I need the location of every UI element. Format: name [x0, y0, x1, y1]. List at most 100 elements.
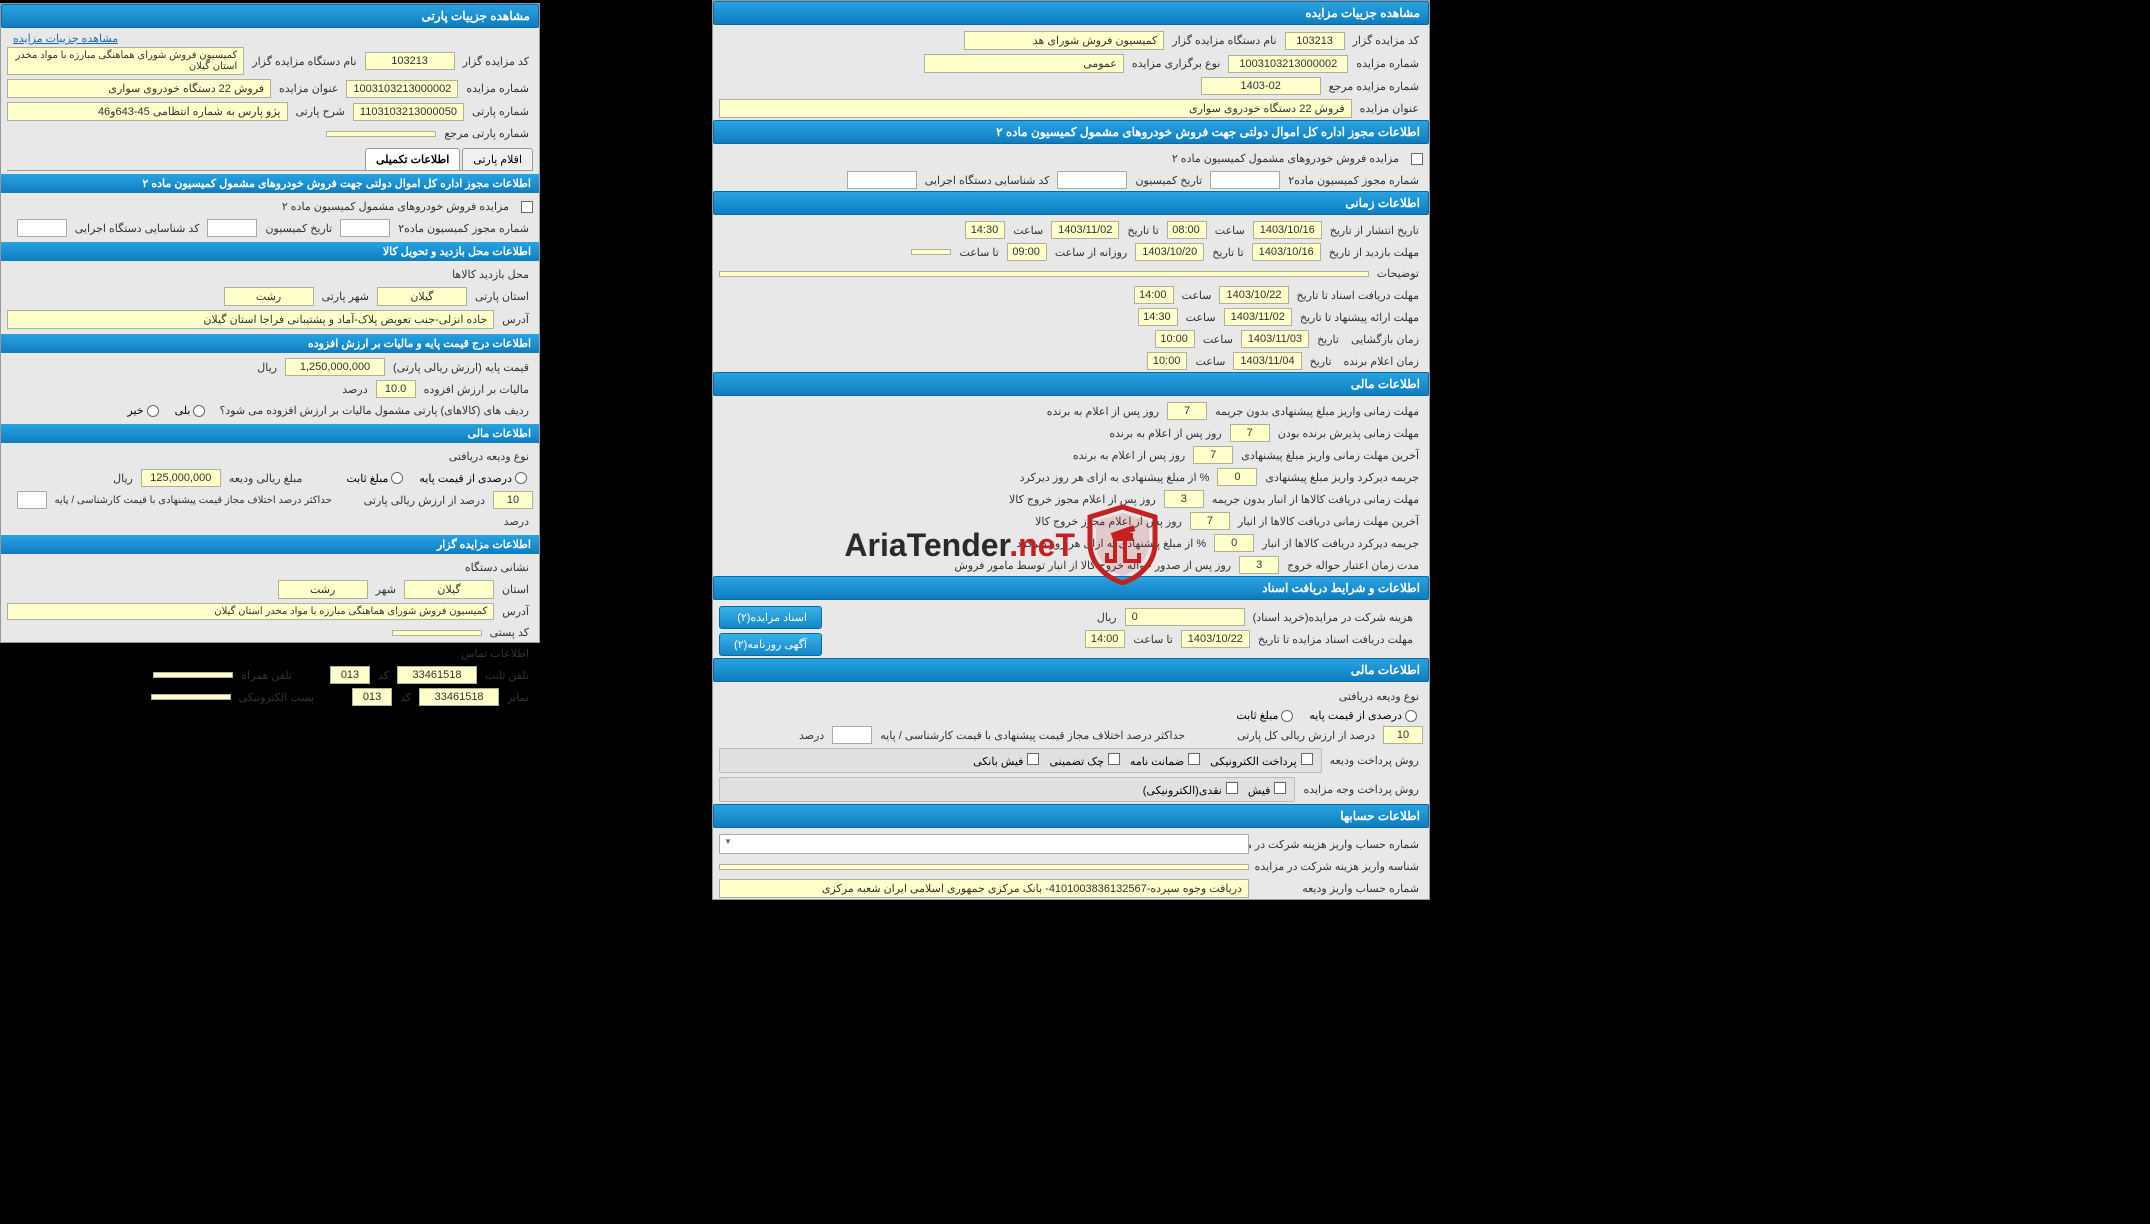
party-details-header: مشاهده جزییات پارتی [1, 4, 539, 28]
notes-value[interactable] [719, 271, 1369, 277]
lp-max-diff: حداکثر درصد اختلاف مجاز قیمت پیشنهادی با… [51, 493, 336, 508]
lp-no-radio[interactable]: خیر [127, 404, 158, 417]
lp-auctioneer-header: اطلاعات مزایده گزار [1, 535, 539, 554]
lp-deposit-pct: 10 [493, 491, 533, 509]
lp-fax-code: 013 [352, 688, 392, 706]
lp-percent-base-radio[interactable]: درصدی از قیمت پایه [419, 472, 527, 485]
lp-device-address-label: نشانی دستگاه [461, 559, 533, 576]
deposit-percent: 10 [1383, 726, 1423, 744]
lp-vat-question: ردیف های (کالاهای) پارتی مشمول مالیات بر… [215, 402, 533, 419]
finance-info-header: اطلاعات مالی [713, 658, 1429, 682]
guarantee-check-option[interactable]: چک تضمینی [1049, 753, 1119, 768]
doc-receive-row: مهلت دریافت اسناد تا تاریخ 1403/10/22 سا… [713, 284, 1429, 306]
goods-receive-label: مهلت زمانی دریافت کالاها از انبار بدون ج… [1208, 491, 1423, 508]
lp-permit-header: اطلاعات مجوز اداره کل اموال دولتی جهت فر… [1, 174, 539, 193]
visit-time-from: 09:00 [1007, 243, 1047, 261]
permit-num-label: شماره مجوز کمیسیون ماده۲ [1284, 172, 1423, 189]
lp-visit-location-label: محل بازدید کالاها [448, 266, 533, 283]
permit-num-input[interactable] [1210, 171, 1280, 189]
deposit-percent-label: درصد از ارزش ریالی کل پارتی [1233, 727, 1379, 744]
lp-party-ref-label: شماره پارتی مرجع [440, 125, 533, 142]
auction-num-label: شماره مزایده [1352, 55, 1423, 72]
rial-label1: ریال [1093, 609, 1121, 626]
percent-base-radio[interactable]: درصدی از قیمت پایه [1309, 709, 1417, 722]
permit-checkbox[interactable] [1411, 153, 1423, 165]
opening-date: 1403/11/03 [1241, 330, 1309, 348]
show-auction-link[interactable]: مشاهده جزییات مزایده [7, 31, 124, 47]
deposit-percent-row: 10 درصد از ارزش ریالی کل پارتی حداکثر در… [713, 724, 1429, 746]
transfer-validity: 3 [1239, 556, 1279, 574]
lp-device-province-row: استان گیلان شهر رشت [1, 578, 539, 601]
account-participation-id-row: شناسه واریز هزینه شرکت در مزایده [713, 856, 1429, 877]
bank-receipt-option[interactable]: فیش بانکی [973, 753, 1039, 768]
participation-cost-label: هزینه شرکت در مزایده(خرید اسناد) [1249, 609, 1417, 626]
percent-per-day: % از مبلغ پیشنهادی به ازای هر روز دیرکرد [1016, 469, 1214, 486]
guarantee-letter-option[interactable]: ضمانت نامه [1130, 753, 1200, 768]
lp-permit-checkbox-label: مزایده فروش خودروهای مشمول کمیسیون ماده … [278, 198, 513, 215]
lp-mobile-label: تلفن همراه [237, 667, 296, 684]
account-participation-select[interactable] [719, 834, 1249, 854]
auction-ref-row: شماره مزایده مرجع 1403-02 [713, 75, 1429, 97]
lp-permit-date-input[interactable] [207, 219, 257, 237]
permit-date-label: تاریخ کمیسیون [1131, 172, 1206, 189]
notes-row: توضیحات [713, 263, 1429, 284]
electronic-pay-option[interactable]: پرداخت الکترونیکی [1210, 753, 1313, 768]
lp-deposit-options-row: درصدی از قیمت پایه مبلغ ثابت مبلغ ریالی … [1, 467, 539, 489]
lp-province: گیلان [377, 287, 467, 306]
deposit-method-row: روش پرداخت ودیعه پرداخت الکترونیکی ضمانت… [713, 746, 1429, 775]
auction-code-value: 103213 [1285, 32, 1345, 50]
lp-permit-checkbox[interactable] [521, 201, 533, 213]
permit-date-input[interactable] [1057, 171, 1127, 189]
lp-pct-label: درصد از ارزش ریالی پارتی [360, 492, 489, 509]
lp-fax: 33461518 [419, 688, 499, 706]
deposit-method-label: روش پرداخت ودیعه [1326, 752, 1423, 769]
opening-tar-label: تاریخ [1313, 331, 1343, 348]
opening-time: 10:00 [1155, 330, 1195, 348]
time-label6: ساعت [1191, 353, 1229, 370]
lp-permit-num-input[interactable] [340, 219, 390, 237]
lp-address-row: آدرس جاده انزلی-جنب تعویض پلاک-آماد و پش… [1, 308, 539, 331]
lp-max-diff-input[interactable] [17, 491, 47, 509]
lp-deposit-amount-label: مبلغ ریالی ودیعه [225, 470, 307, 487]
cash-electronic-option[interactable]: نقدی(الکترونیکی) [1143, 782, 1238, 797]
lp-base-price-header: اطلاعات درج قیمت پایه و مالیات بر ارزش ا… [1, 334, 539, 353]
time-label1: ساعت [1211, 222, 1249, 239]
lp-percent1: درصد [338, 381, 371, 398]
lp-device-addr-row: آدرس کمیسیون فروش شورای هماهنگی مبارزه ب… [1, 601, 539, 622]
lp-deposit-amount: 125,000,000 [141, 469, 221, 487]
lp-exec-code-input[interactable] [17, 219, 67, 237]
days-after2: روز پس از اعلام به برنده [1105, 425, 1225, 442]
permit-exec-input[interactable] [847, 171, 917, 189]
daily-from-label: روزانه از ساعت [1051, 244, 1131, 261]
deposit-options-row: درصدی از قیمت پایه مبلغ ثابت [713, 707, 1429, 724]
lp-fax-row: نمابر 33461518 کد 013 پست الکترونیکی [1, 686, 539, 708]
participation-cost: 0 [1125, 608, 1245, 626]
permit-exec-label: کد شناسایی دستگاه اجرایی [921, 172, 1054, 189]
days-after3: روز پس از اعلام به برنده [1069, 447, 1189, 464]
lp-province-label: استان پارتی [471, 288, 533, 305]
lp-mobile [153, 672, 233, 678]
lp-permit-checkbox-row: مزایده فروش خودروهای مشمول کمیسیون ماده … [1, 196, 539, 217]
lp-fixed-radio[interactable]: مبلغ ثابت [346, 472, 403, 485]
time-label4: ساعت [1182, 309, 1220, 326]
lp-rial2: ریال [109, 470, 137, 487]
lp-auction-num-label: شماره مزایده [462, 80, 533, 97]
tab-additional[interactable]: اطلاعات تکمیلی [365, 148, 460, 170]
winner-time: 10:00 [1147, 352, 1187, 370]
notes-label: توضیحات [1373, 265, 1423, 282]
max-diff-input[interactable] [832, 726, 872, 744]
to-label2: تا تاریخ [1208, 244, 1247, 261]
lp-code-label1: کد [374, 667, 393, 684]
late-penalty-label: جریمه دیرکرد واریز مبلغ پیشنهادی [1261, 469, 1423, 486]
lp-party-desc: پژو پارس به شماره انتظامی 45-643و46 [7, 102, 288, 121]
fixed-amount-radio[interactable]: مبلغ ثابت [1236, 709, 1293, 722]
lp-device-province: گیلان [404, 580, 494, 599]
auction-docs-btn[interactable]: اسناد مزایده(۲) [719, 606, 822, 629]
receipt-option[interactable]: فیش [1248, 782, 1287, 797]
newspaper-ad-btn[interactable]: آگهی روزنامه(۲) [719, 633, 822, 656]
tab-items[interactable]: اقلام پارتی [462, 148, 533, 170]
lp-yes-radio[interactable]: بلی [175, 404, 206, 417]
accept-deadline: 7 [1230, 424, 1270, 442]
lp-percent2: درصد [500, 513, 533, 530]
max-diff-label: حداکثر درصد اختلاف مجاز قیمت پیشنهادی با… [876, 727, 1189, 744]
